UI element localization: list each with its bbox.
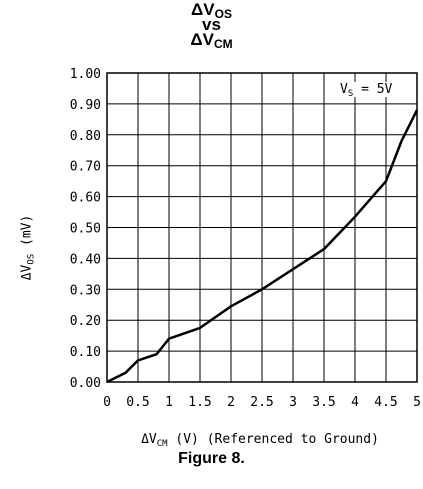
y-tick-label: 0.50 bbox=[70, 222, 101, 237]
y-tick-label: 0.90 bbox=[70, 98, 101, 113]
y-tick-label: 0.20 bbox=[70, 314, 101, 329]
title-line-3: ΔVCM bbox=[0, 30, 423, 50]
y-tick-label: 0.10 bbox=[70, 345, 101, 360]
plot-frame bbox=[106, 72, 418, 383]
x-tick-label: 3.5 bbox=[312, 395, 335, 410]
x-tick-label: 1.5 bbox=[188, 395, 211, 410]
title-line-3-main: ΔV bbox=[190, 30, 214, 49]
axis-layer: 0 0.5 1 1.5 2 2.5 3 3.5 4 4.5 5 0.00 0.10 0.20 0.30 0.4… bbox=[70, 67, 421, 410]
x-tick-label: 2 bbox=[227, 395, 235, 410]
y-tick-label: 0.80 bbox=[70, 129, 101, 144]
x-tick-label: 5 bbox=[413, 395, 421, 410]
supply-voltage-annotation: VS = 5V bbox=[338, 82, 395, 99]
x-tick-label: 2.5 bbox=[250, 395, 273, 410]
x-tick-label: 0.5 bbox=[126, 395, 149, 410]
x-axis-label-main: ΔV bbox=[141, 432, 157, 447]
y-axis-label: ΔVOS (mV) bbox=[19, 188, 37, 308]
series-line bbox=[106, 109, 419, 384]
y-tick-label: 0.30 bbox=[70, 283, 101, 298]
x-tick-label: 0 bbox=[103, 395, 111, 410]
y-axis-label-main: ΔV bbox=[19, 264, 35, 281]
x-axis-label: ΔVCM (V) (Referenced to Ground) bbox=[95, 432, 423, 449]
x-tick-label: 4 bbox=[351, 395, 359, 410]
title-line-1-sub: OS bbox=[214, 7, 232, 21]
y-tick-label: 0.00 bbox=[70, 376, 101, 391]
series-layer bbox=[106, 109, 419, 384]
x-tick-label: 1 bbox=[165, 395, 173, 410]
annotation-rest: = 5V bbox=[353, 82, 393, 97]
x-tick-label: 4.5 bbox=[374, 395, 397, 410]
x-tick-label: 3 bbox=[289, 395, 297, 410]
title-line-2: vs bbox=[202, 15, 221, 34]
title-line-1-main: ΔV bbox=[191, 0, 215, 19]
annotation-main: V bbox=[340, 82, 348, 97]
y-tick-label: 0.70 bbox=[70, 160, 101, 175]
x-axis-label-sub: CM bbox=[156, 439, 168, 449]
y-tick-label: 0.60 bbox=[70, 191, 101, 206]
y-tick-label: 1.00 bbox=[70, 67, 101, 82]
title-line-1: ΔVOS bbox=[0, 0, 423, 20]
grid-layer bbox=[106, 72, 418, 383]
figure-caption: Figure 8. bbox=[178, 450, 245, 467]
y-tick-label: 0.40 bbox=[70, 252, 101, 267]
chart-title: ΔVOS vs ΔVCM bbox=[0, 0, 423, 50]
y-axis-label-sub: OS bbox=[26, 253, 37, 265]
annotation-sub: S bbox=[347, 89, 354, 99]
y-axis-label-rest: (mV) bbox=[19, 214, 35, 254]
x-axis-label-rest: (V) (Referenced to Ground) bbox=[167, 432, 379, 447]
title-line-3-sub: CM bbox=[213, 37, 233, 51]
